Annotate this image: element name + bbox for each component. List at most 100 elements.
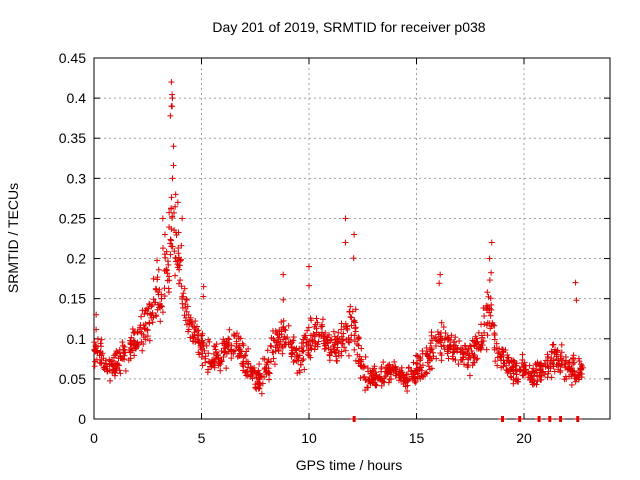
data-point bbox=[94, 336, 101, 343]
data-point bbox=[168, 225, 175, 232]
data-point bbox=[93, 326, 100, 333]
data-point bbox=[256, 370, 263, 377]
data-point bbox=[504, 370, 511, 377]
data-point bbox=[364, 376, 371, 383]
data-point bbox=[561, 360, 568, 367]
data-point bbox=[533, 381, 540, 388]
data-point bbox=[228, 355, 235, 362]
data-point bbox=[280, 271, 287, 278]
data-point bbox=[466, 372, 473, 379]
data-point bbox=[448, 332, 455, 339]
data-point bbox=[183, 296, 190, 303]
data-point bbox=[365, 368, 372, 375]
data-point bbox=[548, 374, 555, 381]
data-point bbox=[274, 331, 281, 338]
data-point bbox=[513, 375, 520, 382]
data-point bbox=[351, 231, 358, 238]
data-point bbox=[499, 349, 506, 356]
data-point bbox=[252, 384, 259, 391]
data-point bbox=[91, 339, 98, 346]
data-point bbox=[279, 350, 286, 357]
data-point bbox=[554, 347, 561, 354]
data-point bbox=[200, 283, 207, 290]
data-point bbox=[127, 349, 134, 356]
data-point bbox=[168, 103, 175, 110]
data-point bbox=[156, 304, 163, 311]
data-point bbox=[314, 343, 321, 350]
y-axis-label: SRMTID / TECUs bbox=[5, 183, 21, 293]
data-point bbox=[372, 371, 379, 378]
data-point bbox=[576, 369, 583, 376]
data-point bbox=[455, 361, 462, 368]
data-point bbox=[198, 354, 205, 361]
data-point bbox=[437, 350, 444, 357]
data-point bbox=[183, 308, 190, 315]
data-point bbox=[352, 306, 359, 313]
data-point bbox=[452, 334, 459, 341]
data-point bbox=[280, 317, 287, 324]
data-point bbox=[486, 255, 493, 262]
data-point bbox=[104, 368, 111, 375]
data-point bbox=[98, 336, 105, 343]
data-point bbox=[244, 373, 251, 380]
y-tick-label: 0 bbox=[78, 411, 86, 427]
data-point bbox=[469, 337, 476, 344]
data-point bbox=[319, 329, 326, 336]
data-point bbox=[180, 290, 187, 297]
data-point bbox=[158, 295, 165, 302]
data-point bbox=[308, 345, 315, 352]
data-point bbox=[241, 369, 248, 376]
data-point bbox=[168, 194, 175, 201]
data-point bbox=[282, 327, 289, 334]
data-point bbox=[131, 330, 138, 337]
data-point bbox=[384, 369, 391, 376]
data-point bbox=[413, 360, 420, 367]
data-point bbox=[191, 329, 198, 336]
data-point bbox=[239, 360, 246, 367]
data-point bbox=[342, 320, 349, 327]
y-tick-label: 0.45 bbox=[59, 50, 86, 66]
data-point bbox=[175, 262, 182, 269]
data-point bbox=[331, 341, 338, 348]
data-point bbox=[469, 350, 476, 357]
data-point bbox=[304, 327, 311, 334]
data-point bbox=[392, 364, 399, 371]
data-point bbox=[318, 323, 325, 330]
y-tick-labels: 0 0.05 0.1 0.15 0.2 0.25 0.3 0.35 0.4 0.45 bbox=[59, 50, 86, 427]
data-point bbox=[566, 359, 573, 366]
data-point bbox=[148, 314, 155, 321]
y-tick-label: 0.05 bbox=[59, 371, 86, 387]
data-point bbox=[248, 365, 255, 372]
data-point bbox=[297, 361, 304, 368]
y-tick-label: 0.35 bbox=[59, 130, 86, 146]
data-point bbox=[312, 340, 319, 347]
data-point bbox=[217, 367, 224, 374]
x-tick-label: 15 bbox=[409, 430, 425, 446]
data-point bbox=[175, 245, 182, 252]
data-point bbox=[553, 351, 560, 358]
data-point bbox=[307, 354, 314, 361]
data-point bbox=[301, 366, 308, 373]
data-point bbox=[321, 345, 328, 352]
data-point bbox=[437, 339, 444, 346]
data-point bbox=[310, 330, 317, 337]
data-point bbox=[175, 250, 182, 257]
data-point bbox=[305, 349, 312, 356]
data-point bbox=[507, 373, 514, 380]
data-point bbox=[146, 320, 153, 327]
data-point bbox=[472, 340, 479, 347]
data-point bbox=[237, 335, 244, 342]
data-point bbox=[470, 353, 477, 360]
data-point bbox=[319, 316, 326, 323]
data-point bbox=[311, 346, 318, 353]
data-point bbox=[322, 329, 329, 336]
data-point bbox=[170, 162, 177, 169]
data-point bbox=[321, 333, 328, 340]
data-point bbox=[396, 377, 403, 384]
data-point bbox=[100, 364, 107, 371]
data-point bbox=[548, 355, 555, 362]
data-point bbox=[483, 306, 490, 313]
data-point bbox=[313, 315, 320, 322]
data-point bbox=[570, 354, 577, 361]
data-point bbox=[102, 357, 109, 364]
